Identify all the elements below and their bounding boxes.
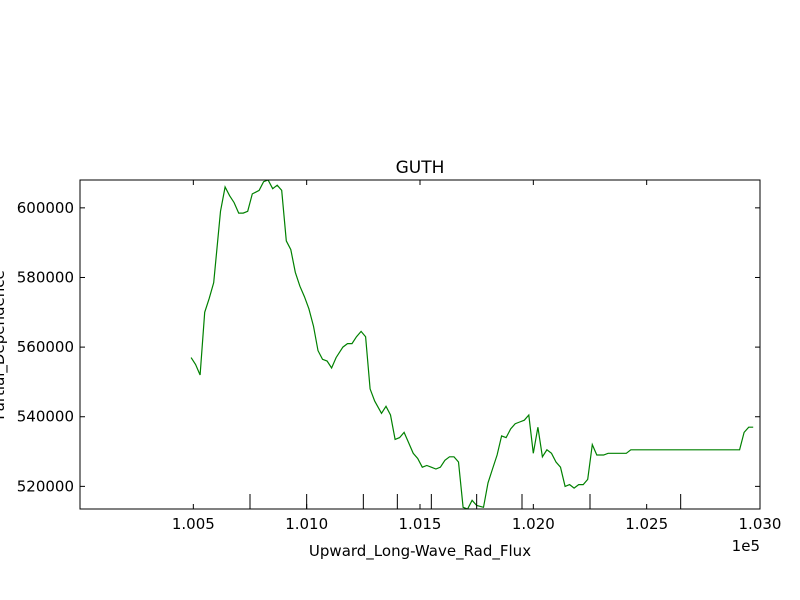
x-tick-label: 1.030	[739, 515, 782, 533]
x-tick-label: 1.015	[399, 515, 442, 533]
plot-area: 1.005 1.010 1.015 1.020 1.025 1.030 520000 5400…	[17, 179, 782, 533]
y-tick-label: 600000	[17, 199, 74, 217]
x-tick-label: 1.010	[285, 515, 328, 533]
y-tick-label: 540000	[17, 408, 74, 426]
x-axis-label: Upward_Long-Wave_Rad_Flux	[309, 542, 531, 561]
x-axis-offset-label: 1e5	[732, 537, 760, 555]
y-axis-label: Partial_Dependence	[0, 270, 9, 419]
series-line-0	[190, 180, 754, 509]
chart-title: GUTH	[396, 158, 445, 178]
x-tick-label: 1.020	[512, 515, 555, 533]
y-tick-label: 520000	[17, 477, 74, 495]
y-tick-label: 560000	[17, 338, 74, 356]
x-tick-label: 1.005	[172, 515, 215, 533]
plot-frame	[79, 179, 761, 510]
x-tick-label: 1.025	[625, 515, 668, 533]
y-tick-label: 580000	[17, 268, 74, 286]
